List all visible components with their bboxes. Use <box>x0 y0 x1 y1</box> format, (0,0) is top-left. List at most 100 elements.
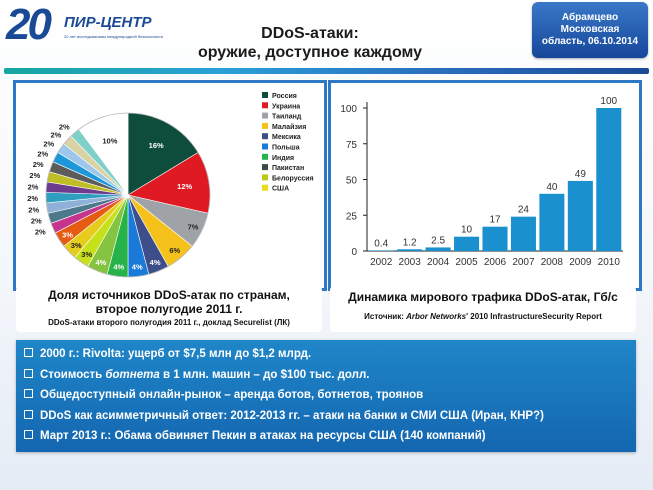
logo-number: 20 <box>6 0 52 49</box>
legend-swatch <box>262 122 268 129</box>
legend-label: Таиланд <box>272 114 302 121</box>
badge-line-1: Абрамцево <box>561 12 619 23</box>
bullet-text: 2000 г.: Rivolta: ущерб от $7,5 млн до $… <box>40 348 312 360</box>
bullet-text-italic: ботнета <box>105 368 160 381</box>
bar <box>596 108 622 251</box>
legend-swatch <box>262 102 268 109</box>
legend-swatch <box>262 153 268 160</box>
legend-label: Мексика <box>272 134 301 141</box>
bar-value-label: 0.4 <box>374 238 388 249</box>
bullet-text: в 1 млн. машин – до $100 тыс. долл. <box>159 368 370 381</box>
location-badge: Абрамцево Московская область, 06.10.2014 <box>532 2 648 58</box>
pie-caption-source: DDoS-атаки второго полугодия 2011 г., до… <box>48 318 290 327</box>
pie-slice-label: 4% <box>150 258 161 267</box>
bar-value-label: 1.2 <box>403 237 417 248</box>
pie-outline <box>45 112 211 278</box>
pie-slice-label: 4% <box>132 263 143 272</box>
x-tick-label: 2003 <box>399 257 422 268</box>
legend-label: США <box>272 186 289 193</box>
pie-slice-label: 2% <box>31 217 42 226</box>
legend-swatch <box>262 133 268 140</box>
pie-slice-label: 3% <box>71 241 82 250</box>
legend-swatch <box>262 174 268 181</box>
bullet-item: DDoS как асимметричный ответ: 2012-2013 … <box>24 406 636 427</box>
x-tick-label: 2004 <box>427 257 450 268</box>
pie-slice-label: 10% <box>102 137 117 146</box>
y-tick-label: 0 <box>351 247 357 258</box>
pie-slice-label: 2% <box>28 182 39 191</box>
legend-swatch <box>262 143 268 150</box>
pie-caption: Доля источников DDoS-атак по странам, вт… <box>16 286 322 332</box>
checkbox-bullet-icon <box>24 389 33 399</box>
bar-value-label: 17 <box>489 215 501 226</box>
pie-slice-label: 3% <box>62 230 73 239</box>
title-line-1: DDoS-атаки: <box>261 25 359 42</box>
pie-slice-label: 4% <box>113 263 124 272</box>
bullet-text: Март 2013 г.: Обама обвиняет Пекин в ата… <box>40 430 486 443</box>
pie-slice-label: 2% <box>29 171 40 180</box>
x-tick-label: 2002 <box>370 257 393 268</box>
y-tick-label: 50 <box>346 176 358 187</box>
bar-value-label: 10 <box>461 225 473 236</box>
bar <box>567 180 593 251</box>
header-divider <box>4 68 649 74</box>
bar-chart: 0 25 50 75 100 0.4 2002 1.2 2003 2.5 2004 10 2005 17 2… <box>340 96 623 268</box>
pie-slice-label: 12% <box>177 182 192 191</box>
pie-slice-label: 2% <box>51 130 62 139</box>
legend-label: Белоруссия <box>272 175 314 182</box>
bar <box>482 226 508 251</box>
bar-source-suffix: ' 2010 InfrastructureSecurity Report <box>466 312 602 321</box>
bar-caption: Динамика мирового трафика DDoS-атак, Гб/… <box>330 286 636 332</box>
pie-slice-label: 7% <box>188 222 199 231</box>
bullet-text: Стоимость <box>40 368 106 381</box>
pie-slice-label: 3% <box>81 250 92 259</box>
logo-subtitle: 20 лет исследованиям международной безоп… <box>64 34 164 39</box>
logo: 20 ПИР-ЦЕНТР 20 лет исследованиям междун… <box>4 0 164 52</box>
pie-slice-label: 2% <box>35 227 46 236</box>
legend-swatch <box>262 164 268 171</box>
pie-slice-label: 2% <box>43 140 54 149</box>
logo-name: ПИР-ЦЕНТР <box>64 14 152 31</box>
bar-panel: 0 25 50 75 100 0.4 2002 1.2 2003 2.5 2004 10 2005 17 2… <box>328 80 642 291</box>
bar-caption-title: Динамика мирового трафика DDoS-атак, Гб/… <box>348 290 618 304</box>
bar <box>539 193 565 251</box>
pie-slice-label: 2% <box>27 194 38 203</box>
legend-label: Россия <box>272 93 297 100</box>
checkbox-bullet-icon <box>24 409 33 419</box>
legend-label: Малайзия <box>272 123 306 131</box>
x-tick-label: 2008 <box>541 257 564 268</box>
bar-caption-source: Источник: Arbor Networks' 2010 Infrastru… <box>330 304 636 321</box>
x-tick-label: 2005 <box>455 257 478 268</box>
y-tick-label: 75 <box>346 140 358 151</box>
bar-value-label: 40 <box>546 182 558 193</box>
pie-slice-label: 2% <box>28 205 39 214</box>
pie-slice-label: 6% <box>169 246 180 255</box>
pie-slice-label: 2% <box>33 160 44 169</box>
bar <box>368 250 394 251</box>
legend-label: Пакистан <box>272 165 304 172</box>
bullet-item: Общедоступный онлайн-рынок – аренда бото… <box>24 385 636 406</box>
pie-slice-label: 4% <box>95 258 106 267</box>
pie-slice-label: 16% <box>149 141 164 150</box>
badge-line-2: Московская <box>560 24 620 35</box>
y-tick-label: 100 <box>340 104 357 115</box>
legend-swatch <box>262 92 268 98</box>
checkbox-bullet-icon <box>24 348 33 357</box>
bar-value-label: 24 <box>518 205 530 216</box>
x-tick-label: 2009 <box>569 257 592 268</box>
bullet-text: DDoS как асимметричный ответ: 2012-2013 … <box>40 409 544 422</box>
bar <box>454 236 480 251</box>
bar-value-label: 2.5 <box>431 235 445 246</box>
pie-slice-label: 2% <box>37 149 48 158</box>
bar-source-prefix: Источник: <box>364 312 407 321</box>
bar-source-italic: Arbor Networks <box>406 312 467 321</box>
page-title: DDoS-атаки: оружие, доступное каждому <box>170 24 450 62</box>
legend-label: Украина <box>272 103 300 110</box>
bar <box>397 249 423 251</box>
pie-chart: 16%12%7%6%4%4%4%4%3%3%3%2%2%2%2%2%2%2%2%… <box>27 92 314 278</box>
bullet-item: Стоимость ботнета в 1 млн. машин – до $1… <box>24 365 636 386</box>
legend-swatch <box>262 184 268 191</box>
badge-line-3: область, 06.10.2014 <box>541 36 639 47</box>
legend-label: Индия <box>272 155 294 162</box>
pie-panel: 16% 12% 7% 6% 4% 4% 4% 4% 3% 3% 3% 2% 2% 2% 2% 2% 2% 2% 2%… <box>13 80 327 291</box>
